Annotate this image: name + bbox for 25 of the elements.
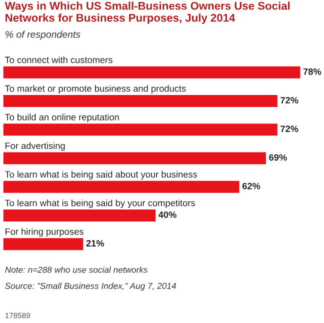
- data-label: 21%: [86, 240, 104, 247]
- chart-subtitle: % of respondents: [6, 30, 80, 40]
- text: Note: n=288 who use social networks: [5, 266, 148, 273]
- data-label: 69%: [269, 154, 287, 161]
- bar: [3, 95, 278, 108]
- data-label: 62%: [242, 182, 260, 190]
- chart-title: Ways in Which US Small-Business Owners Use Social Networks for Business Purposes, July 2014: [4, 2, 290, 24]
- y-tick-label: To market or promote business and products: [4, 85, 186, 94]
- bar: [3, 152, 266, 164]
- bar: [3, 66, 300, 78]
- bar: [3, 209, 156, 222]
- data-label: 72%: [280, 126, 298, 132]
- bar: [3, 238, 84, 250]
- data-label: 78%: [303, 68, 322, 75]
- y-tick-label: For hiring purposes: [5, 228, 84, 237]
- y-tick-label: To connect with customers: [4, 56, 112, 64]
- y-tick-label: To build an online reputation: [4, 114, 119, 122]
- bar: [3, 124, 278, 136]
- y-tick-label: To learn what is being said about your business: [4, 170, 198, 180]
- data-label: 72%: [280, 96, 298, 104]
- y-tick-label: To learn what is being said by your competitors: [4, 199, 195, 208]
- data-label: 40%: [158, 211, 176, 218]
- source-note: Source: "Small Business Index," Aug 7, 2014: [5, 282, 176, 291]
- y-tick-label: For advertising: [5, 142, 65, 151]
- bar: [3, 180, 240, 193]
